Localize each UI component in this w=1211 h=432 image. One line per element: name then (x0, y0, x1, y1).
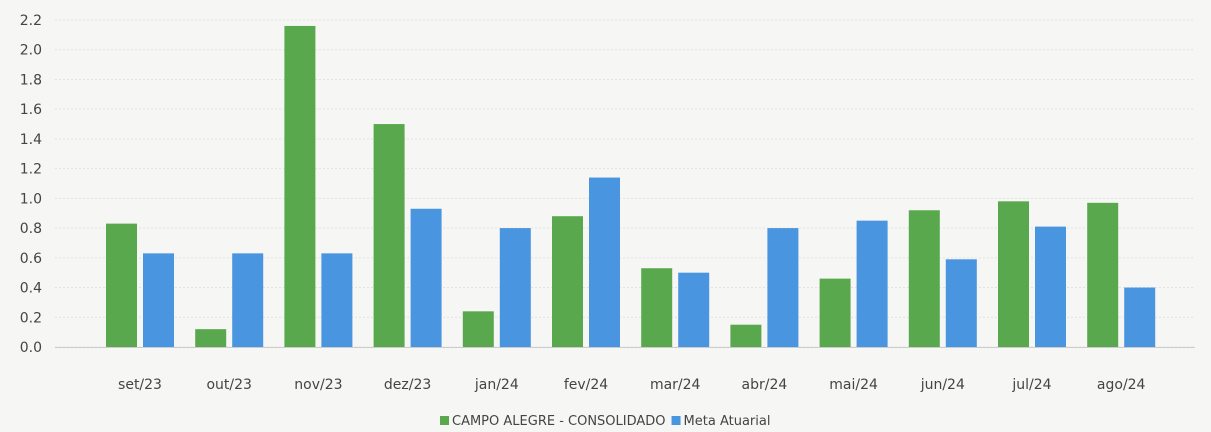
y-axis-ticks: 0.0 0.2 0.4 0.6 0.8 1.0 1.2 1.4 1.6 1.8 2.0 2.2 (20, 13, 42, 356)
bar-meta-atuarial-mar-24 (678, 272, 710, 347)
x-tick-label: abr/24 (742, 377, 788, 393)
bar-campo-alegre-jul-24 (998, 201, 1029, 347)
bar-campo-alegre-fev-24 (552, 216, 583, 347)
bar-campo-alegre-ago-24 (1087, 202, 1119, 347)
y-tick-label: 0.6 (20, 251, 42, 267)
y-tick-label: 0.0 (20, 340, 42, 356)
x-tick-label: set/23 (118, 377, 162, 393)
x-tick-label: ago/24 (1097, 377, 1146, 393)
y-tick-label: 0.8 (20, 221, 42, 237)
legend: CAMPO ALEGRE - CONSOLIDADO Meta Atuarial (440, 414, 770, 429)
bar-meta-atuarial-nov-23 (321, 253, 353, 347)
y-tick-label: 1.2 (20, 162, 42, 178)
x-tick-label: mar/24 (650, 377, 701, 393)
bar-meta-atuarial-out-23 (232, 253, 264, 347)
legend-swatch-meta-atuarial (671, 416, 681, 425)
legend-swatch-campo-alegre (440, 416, 449, 425)
bars (106, 25, 1156, 347)
y-tick-label: 0.4 (20, 281, 42, 297)
bar-campo-alegre-nov-23 (284, 25, 316, 347)
bar-campo-alegre-dez-23 (373, 124, 405, 347)
x-tick-label: nov/23 (294, 377, 342, 393)
bar-meta-atuarial-fev-24 (589, 177, 620, 347)
legend-label-campo-alegre: CAMPO ALEGRE - CONSOLIDADO (452, 414, 666, 429)
bar-meta-atuarial-mai-24 (856, 220, 888, 347)
bar-meta-atuarial-set-23 (143, 253, 174, 347)
y-tick-label: 1.6 (20, 102, 42, 118)
bar-campo-alegre-out-23 (195, 329, 227, 347)
bar-campo-alegre-jun-24 (908, 210, 940, 347)
x-tick-label: out/23 (206, 377, 251, 393)
y-tick-label: 1.4 (20, 132, 42, 148)
x-tick-label: jul/24 (1011, 377, 1051, 393)
bar-meta-atuarial-jun-24 (945, 259, 977, 347)
bar-meta-atuarial-jan-24 (499, 228, 531, 347)
x-tick-label: fev/24 (564, 377, 608, 393)
bar-campo-alegre-set-23 (106, 223, 137, 347)
x-tick-label: dez/23 (384, 377, 431, 393)
bar-campo-alegre-abr-24 (730, 324, 762, 347)
y-tick-label: 0.2 (20, 310, 42, 326)
y-tick-label: 2.2 (20, 13, 42, 29)
bar-campo-alegre-jan-24 (462, 311, 494, 347)
x-axis-ticks: set/23 out/23 nov/23 dez/23 jan/24 fev/24 mar/… (118, 377, 1146, 393)
bar-campo-alegre-mar-24 (641, 268, 673, 347)
x-tick-label: jan/24 (474, 377, 519, 393)
x-tick-label: mai/24 (829, 377, 878, 393)
bar-meta-atuarial-jul-24 (1035, 226, 1066, 347)
bar-meta-atuarial-ago-24 (1124, 287, 1156, 347)
bar-campo-alegre-mai-24 (819, 278, 851, 347)
x-tick-label: jun/24 (920, 377, 965, 393)
bar-meta-atuarial-abr-24 (767, 228, 799, 347)
legend-label-meta-atuarial: Meta Atuarial (684, 414, 771, 429)
y-tick-label: 2.0 (20, 43, 42, 59)
bar-meta-atuarial-dez-23 (410, 208, 442, 347)
y-tick-label: 1.0 (20, 191, 42, 207)
y-tick-label: 1.8 (20, 72, 42, 88)
